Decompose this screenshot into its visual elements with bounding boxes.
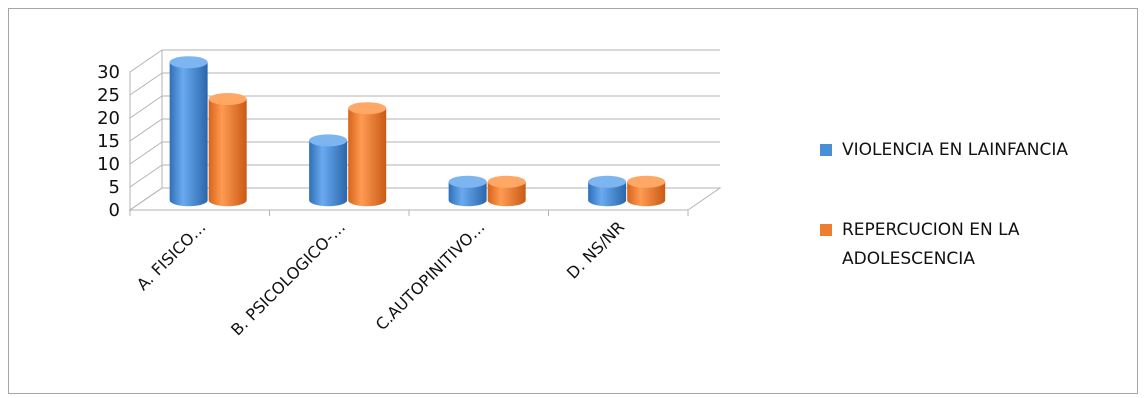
bar	[208, 93, 247, 207]
bar	[588, 175, 627, 207]
bar-top	[487, 175, 526, 188]
bar-body	[309, 140, 348, 207]
y-tick-label: 20	[97, 108, 120, 129]
legend-item: VIOLENCIA EN LAINFANCIA	[820, 140, 1068, 160]
bar-top	[448, 175, 487, 188]
bar	[169, 56, 208, 207]
bar-body	[487, 181, 526, 207]
gridline-side	[129, 95, 163, 119]
legend-swatch	[820, 224, 832, 236]
bar-body	[627, 181, 666, 207]
gridline-side	[129, 141, 163, 165]
bar-body	[169, 62, 208, 207]
legend: VIOLENCIA EN LAINFANCIA REPERCUCION EN LA…	[820, 140, 1068, 269]
bar	[448, 175, 487, 207]
y-tick-label: 30	[97, 62, 120, 83]
x-tick-label: A. FISICO…	[133, 217, 210, 294]
y-tick-label: 25	[97, 85, 120, 106]
legend-label: ADOLESCENCIA	[842, 249, 975, 269]
bar-top	[208, 93, 247, 105]
bar-body	[208, 99, 247, 207]
x-tick-label: B. PSICOLOGICO-…	[227, 217, 349, 339]
y-tick-label: 0	[109, 200, 120, 221]
y-tick-label: 10	[97, 154, 120, 175]
bar	[627, 175, 666, 207]
bar	[487, 175, 526, 207]
gridline-side	[129, 49, 163, 73]
axes	[128, 50, 722, 216]
bars	[169, 56, 666, 207]
y-tick-label: 15	[97, 131, 120, 152]
bar-body	[448, 181, 487, 207]
y-tick-label: 5	[109, 177, 120, 198]
bar-top	[627, 175, 666, 188]
x-tick-label: C.AUTOPINITIVO…	[372, 217, 489, 334]
legend-label: REPERCUCION EN LA	[842, 220, 1020, 240]
floor	[128, 187, 722, 211]
legend-item: REPERCUCION EN LA ADOLESCENCIA	[820, 220, 1020, 269]
bar-body	[348, 108, 387, 207]
gridline-side	[129, 72, 163, 96]
bar	[348, 102, 387, 207]
bar-body	[588, 181, 627, 207]
gridline-side	[129, 164, 163, 188]
legend-swatch	[820, 144, 832, 156]
bar-top	[348, 102, 387, 115]
legend-label: VIOLENCIA EN LAINFANCIA	[842, 140, 1068, 160]
bar-top	[588, 175, 627, 188]
bar-top	[169, 56, 208, 69]
bar-top	[309, 134, 348, 147]
x-tick-label: D. NS/NR	[563, 217, 628, 282]
bar	[309, 134, 348, 207]
gridline-side	[129, 118, 163, 142]
